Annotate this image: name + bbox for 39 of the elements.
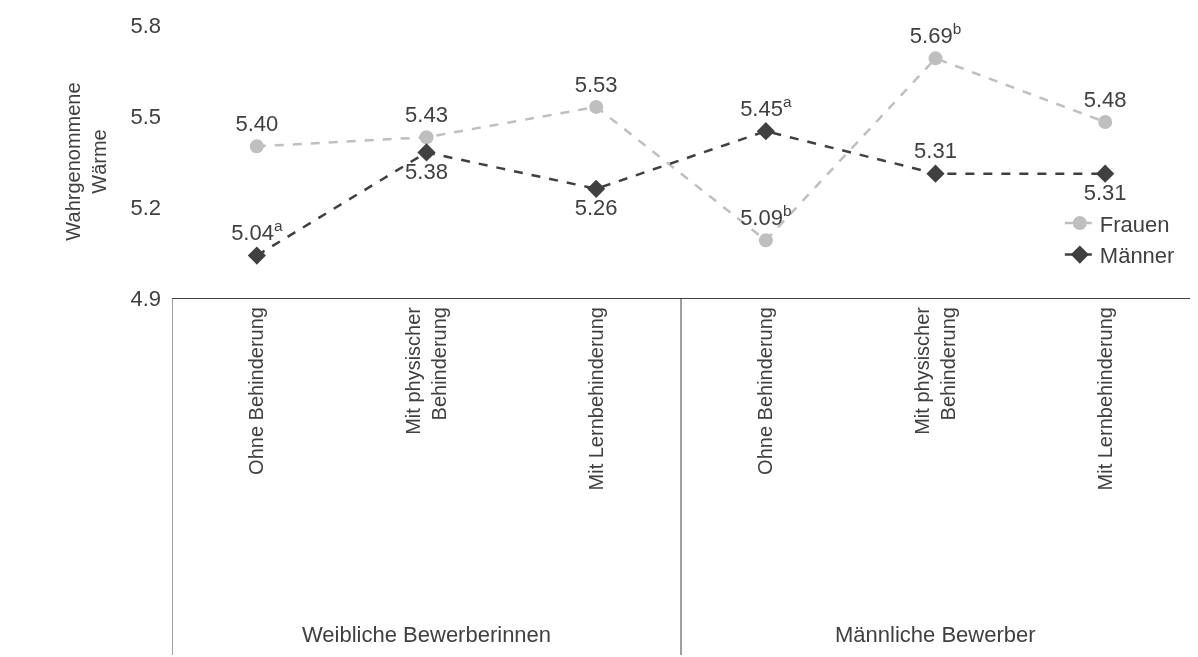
y-tick-label: 4.9	[130, 285, 161, 311]
data-label: 5.45$^{a}$	[740, 92, 792, 121]
point	[926, 164, 945, 183]
data-label: 5.53	[574, 71, 618, 97]
point	[419, 130, 434, 145]
point	[928, 51, 943, 66]
point	[1098, 115, 1113, 130]
text: Weibliche Bewerberinnen	[302, 622, 552, 647]
point	[417, 143, 436, 162]
y-tick-label: 5.5	[130, 103, 161, 129]
y-tick-label: 5.2	[130, 194, 161, 220]
legend-label: Männer	[1099, 243, 1175, 269]
point	[247, 246, 266, 265]
data-label: 5.69$^{b}$	[909, 19, 962, 49]
data-label: 5.26	[574, 195, 618, 221]
x-tick-label: Mit physischer Behinderung	[402, 306, 450, 435]
text: Männliche Bewerber	[835, 622, 1036, 647]
data-label: 5.48	[1083, 86, 1127, 112]
x-tick-label: Mit Lernbehinderung	[1093, 307, 1116, 491]
y-axis-title: Wahrgenommene Wärme	[61, 82, 110, 241]
point	[249, 139, 264, 154]
point	[1096, 164, 1115, 183]
x-tick-label: Mit Lernbehinderung	[584, 307, 607, 491]
point	[587, 179, 606, 198]
data-label: 5.09$^{b}$	[740, 201, 792, 231]
legend-label: Frauen	[1099, 211, 1170, 237]
data-label: 5.31	[914, 138, 957, 164]
data-label: 5.40	[235, 111, 279, 137]
x-tick-label: Mit physischer Behinderung	[911, 306, 959, 435]
data-label: 5.43	[405, 101, 448, 127]
point	[758, 233, 773, 248]
point	[589, 99, 604, 114]
y-tick-label: 5.8	[130, 12, 161, 38]
x-tick-label: Ohne Behinderung	[245, 307, 268, 475]
data-label: 5.38	[405, 158, 448, 184]
x-tick-label: Ohne Behinderung	[754, 307, 777, 475]
point	[756, 122, 775, 141]
data-label: 5.04$^{a}$	[231, 217, 283, 246]
data-label: 5.31	[1083, 179, 1127, 205]
